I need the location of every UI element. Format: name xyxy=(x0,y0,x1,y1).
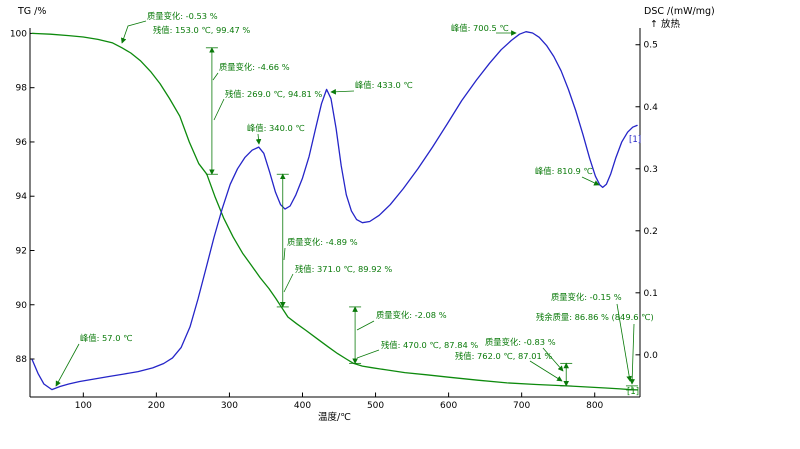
curve-number-label-tg: [1] xyxy=(627,387,639,397)
y-left-tick-label: 98 xyxy=(16,84,28,94)
y-right-axis-sublabel: ↑ 放热 xyxy=(650,18,680,30)
annotation-label: 峰值: 700.5 ℃ xyxy=(451,23,509,33)
y-right-tick-label: 0.5 xyxy=(644,41,658,51)
leader-line xyxy=(629,323,635,385)
annotation-label: 质量变化: -0.83 % xyxy=(485,337,556,347)
curve-number-label-dsc: [1] xyxy=(629,135,641,145)
curves: [1] [1] xyxy=(31,31,641,397)
y-right-tick-label: 0.1 xyxy=(644,289,658,299)
leader-line xyxy=(529,360,563,382)
y-right-tick-label: 0.4 xyxy=(644,103,659,113)
curve-tg xyxy=(31,32,638,391)
y-right-axis-title: DSC /(mW/mg) xyxy=(644,6,715,17)
y-left-tick-label: 96 xyxy=(16,138,28,148)
y-left-axis-title: TG /% xyxy=(17,6,46,17)
leader-line xyxy=(255,133,262,145)
x-tick-label: 800 xyxy=(586,401,603,411)
annotation-label: 峰值: 340.0 ℃ xyxy=(247,123,305,133)
annotation-label: 残值: 371.0 ℃, 89.92 % xyxy=(295,264,392,274)
annotation-label: 残值: 762.0 ℃, 87.01 % xyxy=(455,351,552,361)
annotation-label: 质量变化: -4.66 % xyxy=(219,62,290,72)
annotation-label: 残值: 470.0 ℃, 87.84 % xyxy=(381,340,478,350)
y-left-tick-label: 100 xyxy=(10,29,27,39)
axes: 100 200 300 400 500 600 700 800 88 90 92 94 96 98 100 0… xyxy=(10,28,658,411)
annotation-label: 质量变化: -0.53 % xyxy=(147,11,218,21)
annotation-label: 峰值: 57.0 ℃ xyxy=(80,333,132,343)
leader-line xyxy=(283,247,286,261)
leader-line xyxy=(330,88,355,95)
y-right-tick-label: 0.0 xyxy=(644,351,659,361)
leader-line xyxy=(356,349,380,359)
leader-line xyxy=(212,72,219,81)
x-tick-label: 400 xyxy=(294,401,311,411)
x-tick-label: 200 xyxy=(148,401,165,411)
annotation-label: 残值: 269.0 ℃, 94.81 % xyxy=(225,89,322,99)
x-axis-title: 温度/℃ xyxy=(318,411,351,423)
annotation-label: 质量变化: -4.89 % xyxy=(287,237,358,247)
curve-dsc xyxy=(31,31,638,391)
annotation-label: 残余质量: 86.86 % (849.6 ℃) xyxy=(536,312,654,322)
annotation-label: 峰值: 810.9 ℃ xyxy=(535,166,593,176)
annotation-label: 质量变化: -0.15 % xyxy=(551,292,622,302)
y-right-tick-label: 0.3 xyxy=(644,165,658,175)
y-right-tick-label: 0.2 xyxy=(644,227,658,237)
x-tick-label: 700 xyxy=(513,401,530,411)
leader-line xyxy=(120,20,147,44)
leader-line xyxy=(542,347,564,372)
annotations: 质量变化: -0.53 % 残值: 153.0 ℃, 99.47 % 质量变化: -… xyxy=(55,11,654,391)
annotation-label: 残值: 153.0 ℃, 99.47 % xyxy=(153,25,250,35)
y-left-tick-label: 94 xyxy=(16,192,28,202)
leader-line xyxy=(581,176,600,186)
x-tick-label: 600 xyxy=(440,401,457,411)
leader-line xyxy=(55,343,80,387)
leader-line xyxy=(356,320,375,331)
annotation-label: 峰值: 433.0 ℃ xyxy=(355,80,413,90)
leader-line xyxy=(283,273,294,293)
y-left-tick-label: 90 xyxy=(16,301,28,311)
y-left-tick-label: 88 xyxy=(16,355,28,365)
x-tick-label: 500 xyxy=(367,401,384,411)
annotation-label: 质量变化: -2.08 % xyxy=(376,310,447,320)
leader-line xyxy=(213,98,225,121)
x-tick-label: 300 xyxy=(221,401,238,411)
x-tick-label: 100 xyxy=(75,401,92,411)
leader-line xyxy=(616,303,632,382)
y-left-tick-label: 92 xyxy=(16,246,27,256)
